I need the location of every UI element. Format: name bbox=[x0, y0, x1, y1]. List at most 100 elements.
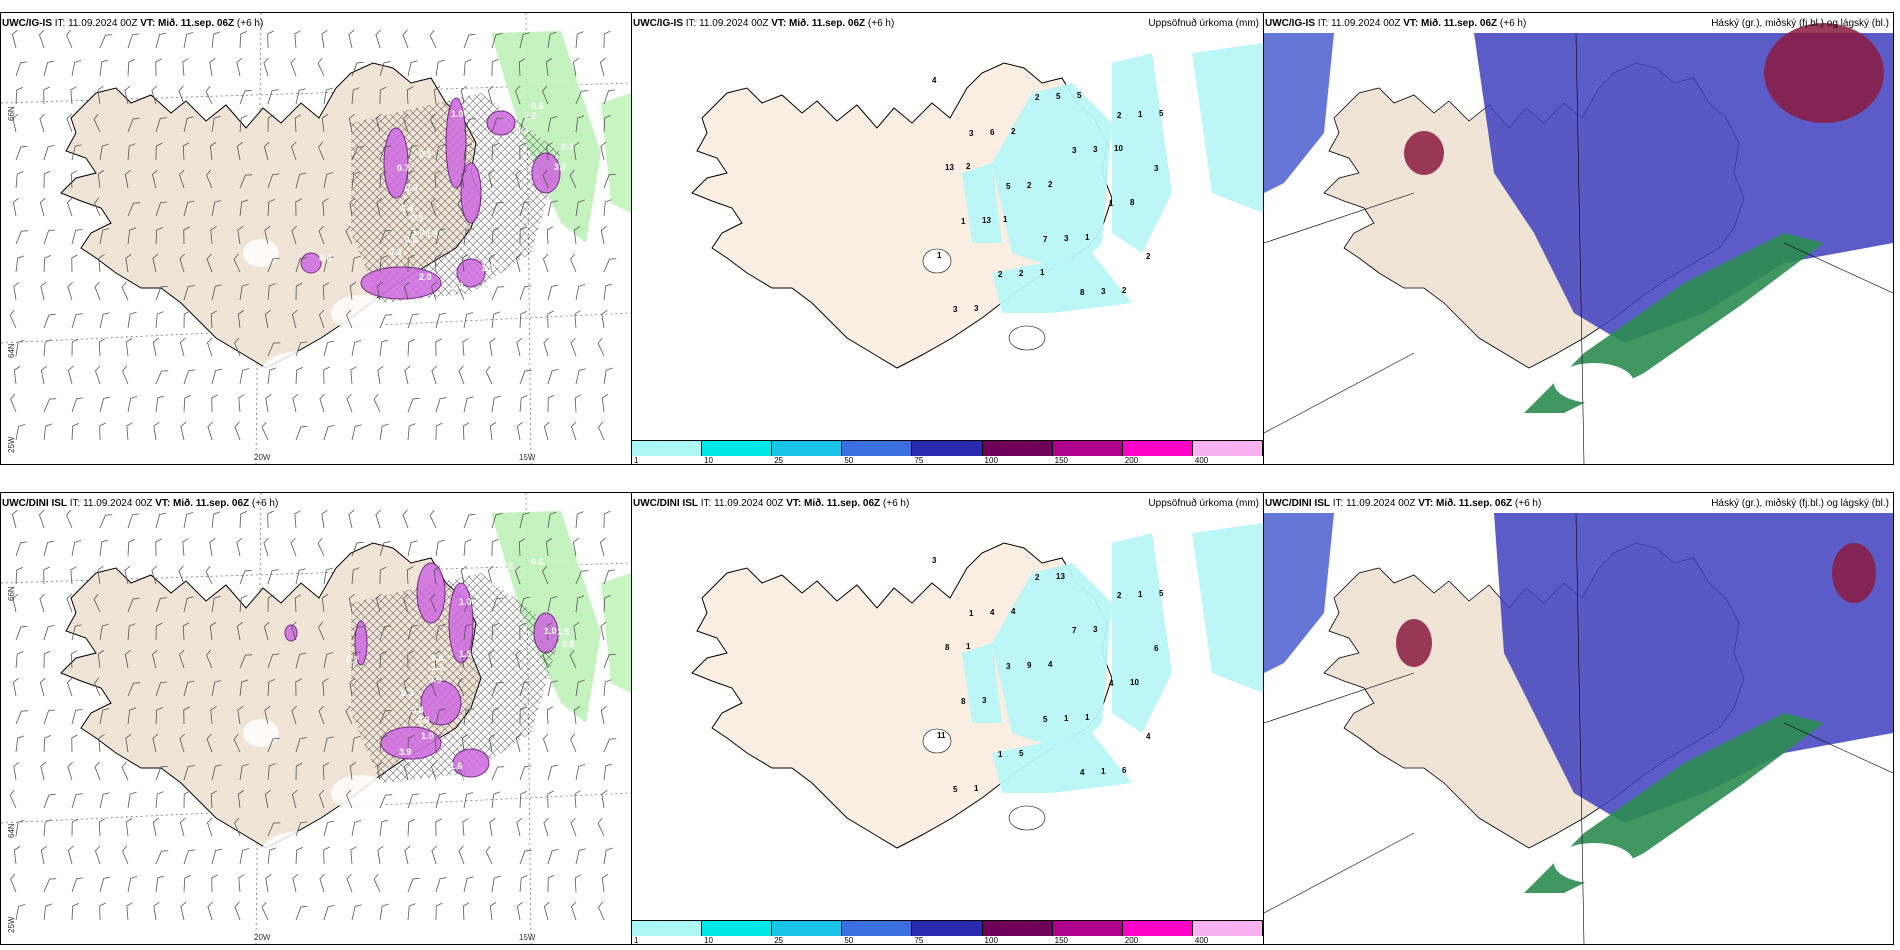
value-label: 4 bbox=[1011, 607, 1016, 616]
colorbar-tick: 10 bbox=[704, 456, 714, 465]
lon-label: 15W bbox=[519, 453, 536, 462]
precip-blob bbox=[456, 258, 486, 288]
cloud-area bbox=[1832, 543, 1876, 603]
lon-label: 25W bbox=[7, 916, 16, 933]
value-label: 1 bbox=[1085, 713, 1090, 722]
precip-blob bbox=[354, 620, 368, 666]
precip-blob bbox=[420, 680, 462, 726]
colorbar-tick: 200 bbox=[1124, 936, 1139, 945]
colorbar-swatch bbox=[1122, 920, 1193, 936]
value-label: 0.6 bbox=[501, 561, 514, 571]
value-label: 0.9 bbox=[425, 229, 438, 239]
precip-blob bbox=[300, 252, 322, 274]
value-label: 5 bbox=[1006, 182, 1011, 191]
value-label: 5 bbox=[1056, 92, 1061, 101]
value-label: 2 bbox=[1011, 127, 1016, 136]
value-label: 0.9 bbox=[405, 183, 418, 193]
precip-blob bbox=[448, 582, 474, 664]
value-label: 11 bbox=[937, 731, 946, 740]
colorbar-swatch bbox=[772, 440, 843, 456]
wind-panel-top: UWC/IG-IS IT: 11.09.2024 00Z VT: Mið. 11… bbox=[0, 12, 632, 465]
value-label: 8 bbox=[1130, 198, 1135, 207]
colorbar-swatch bbox=[1052, 440, 1123, 456]
value-label: 0.5 bbox=[524, 111, 537, 121]
value-label: 1 bbox=[974, 784, 979, 793]
precip-blob bbox=[383, 127, 409, 199]
value-label: 1 bbox=[1138, 110, 1143, 119]
cloud-area bbox=[1396, 619, 1432, 667]
map-canvas: 0.60.50.40.30.70.50.90.51.00.60.30.90.82… bbox=[1, 13, 631, 464]
value-label: 1.0 bbox=[412, 227, 425, 237]
value-label: 2 bbox=[998, 270, 1003, 279]
value-label: 5 bbox=[1159, 589, 1164, 598]
value-label: 3 bbox=[982, 696, 987, 705]
colorbar-swatch bbox=[842, 920, 913, 936]
lon-label: 20W bbox=[254, 453, 271, 462]
colorbar-swatch bbox=[1052, 920, 1123, 936]
value-label: 0.6 bbox=[531, 557, 544, 567]
precip-panel-top: UWC/IG-IS IT: 11.09.2024 00Z VT: Mið. 11… bbox=[631, 12, 1264, 465]
value-label: 1.0 bbox=[451, 109, 464, 119]
value-label: 3.2 bbox=[554, 162, 567, 172]
panel-title: UWC/IG-IS IT: 11.09.2024 00Z VT: Mið. 11… bbox=[2, 18, 264, 29]
value-label: 3 bbox=[974, 304, 979, 313]
value-label: 1 bbox=[1003, 215, 1008, 224]
value-label: 2 bbox=[1019, 269, 1024, 278]
panel-title: UWC/IG-IS IT: 11.09.2024 00Z VT: Mið. 11… bbox=[1265, 18, 1527, 29]
value-label: 1.3 bbox=[431, 662, 444, 672]
value-label: 3 bbox=[953, 305, 958, 314]
colorbar-tick: 75 bbox=[914, 456, 924, 465]
colorbar-swatch bbox=[982, 440, 1053, 456]
value-label: 0.9 bbox=[429, 675, 442, 685]
value-label: 2 bbox=[1035, 573, 1040, 582]
value-label: 1 bbox=[1138, 590, 1143, 599]
value-label: 0.3 bbox=[389, 247, 402, 257]
wind-panel-bottom: UWC/DINI ISL IT: 11.09.2024 00Z VT: Mið.… bbox=[0, 492, 632, 945]
value-label: 1.0 bbox=[544, 626, 557, 636]
value-label: 0.8 bbox=[405, 235, 418, 245]
value-label: 1.0 bbox=[421, 731, 434, 741]
colorbar-tick: 100 bbox=[984, 936, 998, 945]
value-label: 1 bbox=[1101, 767, 1106, 776]
map-canvas bbox=[1264, 23, 1893, 464]
value-label: 3 bbox=[1093, 625, 1098, 634]
precip-blob bbox=[452, 748, 490, 778]
value-label: 0.9 bbox=[417, 715, 430, 725]
value-label: 2.0 bbox=[419, 272, 432, 282]
precip-blob bbox=[284, 624, 298, 642]
colorbar-tick: 400 bbox=[1194, 456, 1209, 465]
colorbar-swatch bbox=[1122, 440, 1193, 456]
colorbar: 1 10 25 50 75 100 150 200 400 bbox=[632, 440, 1263, 464]
value-label: 2 bbox=[1117, 111, 1122, 120]
value-label: 1 bbox=[1040, 268, 1045, 277]
value-label: 1 bbox=[966, 642, 971, 651]
precip-area bbox=[1112, 53, 1172, 253]
precip-area bbox=[992, 563, 1112, 753]
colorbar-tick: 1 bbox=[634, 456, 639, 465]
value-label: 0.6 bbox=[489, 581, 502, 591]
value-label: 0.7 bbox=[397, 163, 410, 173]
colorbar-swatch bbox=[1192, 440, 1263, 456]
value-label: 4 bbox=[1109, 679, 1114, 688]
value-label: 0.8 bbox=[562, 639, 575, 649]
precip-blob bbox=[486, 110, 516, 136]
precip-area bbox=[1192, 43, 1263, 213]
value-label: 0.3 bbox=[516, 125, 529, 135]
value-label: 1 bbox=[937, 251, 942, 260]
cloud-area bbox=[1764, 23, 1884, 123]
panel-title: UWC/DINI ISL IT: 11.09.2024 00Z VT: Mið.… bbox=[2, 498, 279, 509]
precip-area bbox=[992, 83, 1112, 273]
colorbar-tick: 75 bbox=[914, 936, 924, 945]
precip-blob bbox=[460, 162, 482, 224]
value-label: 10 bbox=[1114, 144, 1123, 153]
precip-area bbox=[992, 253, 1132, 313]
cloud-area bbox=[1264, 513, 1334, 673]
colorbar-swatch bbox=[912, 440, 983, 456]
panel-subtitle: Háský (gr.), miðský (fj.bl.) og lágský (… bbox=[1711, 498, 1889, 509]
value-label: 13 bbox=[982, 216, 991, 225]
precip-area bbox=[1192, 523, 1263, 693]
colorbar-swatch bbox=[842, 440, 913, 456]
lon-label: 15W bbox=[519, 933, 536, 942]
